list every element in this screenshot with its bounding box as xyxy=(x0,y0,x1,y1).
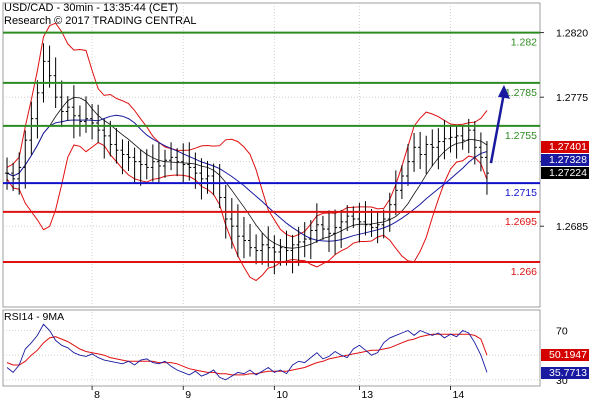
key-level-label: 1.2785 xyxy=(505,87,537,99)
indicator-title: RSI14 - 9MA xyxy=(4,311,65,323)
key-level-label: 1.2695 xyxy=(505,216,537,228)
rsi-tick-label: 30 xyxy=(556,375,568,387)
rsi-line xyxy=(6,323,488,381)
y-tick-label: 1.2820 xyxy=(556,28,588,40)
x-tick-label: 8 xyxy=(94,389,100,400)
bollinger-lower-band xyxy=(6,141,488,282)
key-level-label: 1.2715 xyxy=(505,187,537,199)
rsi-value-tag: 50.1947 xyxy=(541,348,589,361)
x-tick-label: 14 xyxy=(453,389,465,400)
moving-average-long xyxy=(6,114,488,242)
main-panel-border xyxy=(2,2,541,308)
key-level-label: 1.266 xyxy=(511,266,537,278)
key-level-label: 1.282 xyxy=(511,37,537,49)
rsi-tick-label: 70 xyxy=(556,326,568,338)
copyright-text: Research © 2017 TRADING CENTRAL xyxy=(4,15,197,27)
forecast-arrow-head xyxy=(498,84,510,99)
y-tick-label: 1.2685 xyxy=(556,221,588,233)
rsi-ma-line xyxy=(6,333,488,376)
price-tag: 1.27401 xyxy=(541,141,589,154)
chart-title: USD/CAD - 30min - 13:35:44 (CET) xyxy=(4,2,179,14)
y-tick-label: 1.2775 xyxy=(556,92,588,104)
indicator-panel-border xyxy=(2,309,541,387)
bollinger-upper-band xyxy=(6,22,488,238)
key-level-label: 1.2755 xyxy=(505,130,537,142)
forecast-arrow-shaft xyxy=(489,92,506,164)
price-tag: 1.27328 xyxy=(541,154,589,167)
x-tick-label: 9 xyxy=(185,389,191,400)
rsi-value-tag: 35.7713 xyxy=(541,366,589,379)
x-tick-label: 13 xyxy=(361,389,373,400)
price-tag: 1.27224 xyxy=(541,167,589,180)
x-tick-label: 10 xyxy=(276,389,288,400)
